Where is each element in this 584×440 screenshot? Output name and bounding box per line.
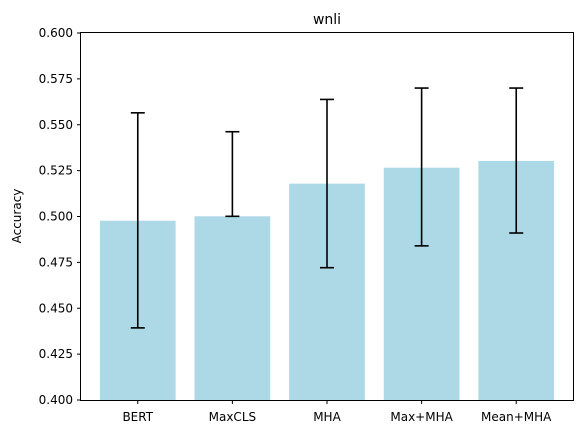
y-tick-label: 0.575 [39,72,73,86]
x-tick-label: BERT [122,410,153,424]
x-tick-label: MHA [313,410,341,424]
y-axis: 0.400 0.425 0.450 0.475 0.500 0.525 0.550 0.575… [39,26,81,407]
x-tick-label: MaxCLS [209,410,257,424]
bar-maxcls [194,216,271,400]
y-tick-label: 0.425 [39,347,73,361]
x-axis: BERT MaxCLS MHA Max+MHA Mean+MHA [122,400,552,424]
x-tick-label: Max+MHA [390,410,453,424]
y-tick-label: 0.600 [39,26,73,40]
y-tick-label: 0.550 [39,118,73,132]
error-bars-group [130,87,524,329]
y-axis-label: Accuracy [10,189,24,244]
x-tick-label: Mean+MHA [481,410,552,424]
y-tick-label: 0.525 [39,164,73,178]
y-tick-label: 0.500 [39,210,73,224]
y-tick-label: 0.450 [39,301,73,315]
chart-title: wnli [313,12,341,28]
y-tick-label: 0.475 [39,255,73,269]
y-tick-label: 0.400 [39,393,73,407]
